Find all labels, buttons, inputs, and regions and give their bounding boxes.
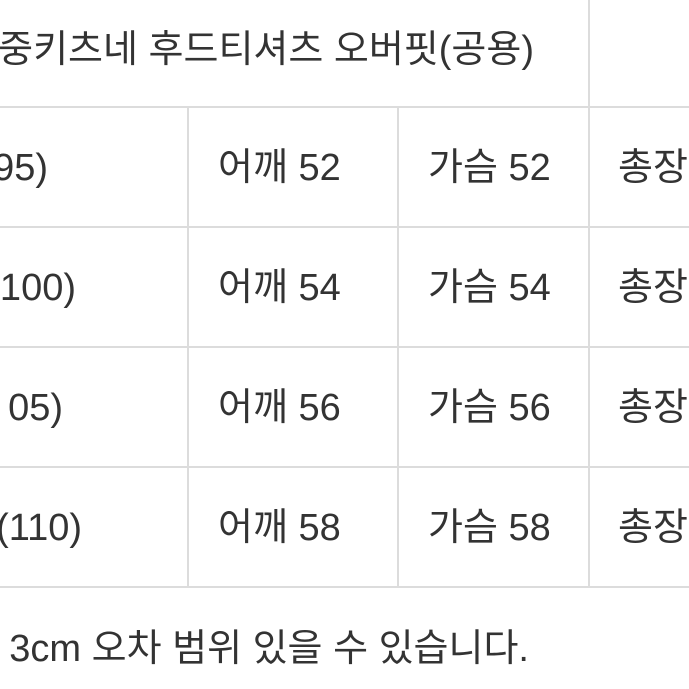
shoulder-cell: 어깨 56 (218, 387, 341, 429)
length-cell: 총장 (618, 147, 688, 189)
table-title: 중키츠네 후드티셔츠 오버핏(공용) (0, 29, 534, 71)
chest-cell: 가슴 52 (428, 147, 551, 189)
column-divider (588, 0, 590, 588)
shoulder-cell: 어깨 54 (218, 267, 341, 309)
row-divider (0, 586, 689, 588)
length-cell: 총장 (618, 267, 688, 309)
size-cell: (110) (0, 507, 82, 549)
size-cell: (100) (0, 267, 76, 309)
length-cell: 총장 (618, 507, 688, 549)
column-divider (397, 107, 399, 588)
chest-cell: 가슴 56 (428, 387, 551, 429)
size-cell: 95) (0, 147, 48, 189)
chest-cell: 가슴 58 (428, 507, 551, 549)
row-divider (0, 226, 689, 228)
size-cell: 05) (8, 387, 63, 429)
row-divider (0, 106, 689, 108)
column-divider (187, 107, 189, 588)
measurement-note: 3cm 오차 범위 있을 수 있습니다. (9, 628, 529, 670)
row-divider (0, 466, 689, 468)
row-divider (0, 346, 689, 348)
length-cell: 총장 (618, 387, 688, 429)
shoulder-cell: 어깨 58 (218, 507, 341, 549)
shoulder-cell: 어깨 52 (218, 147, 341, 189)
chest-cell: 가슴 54 (428, 267, 551, 309)
